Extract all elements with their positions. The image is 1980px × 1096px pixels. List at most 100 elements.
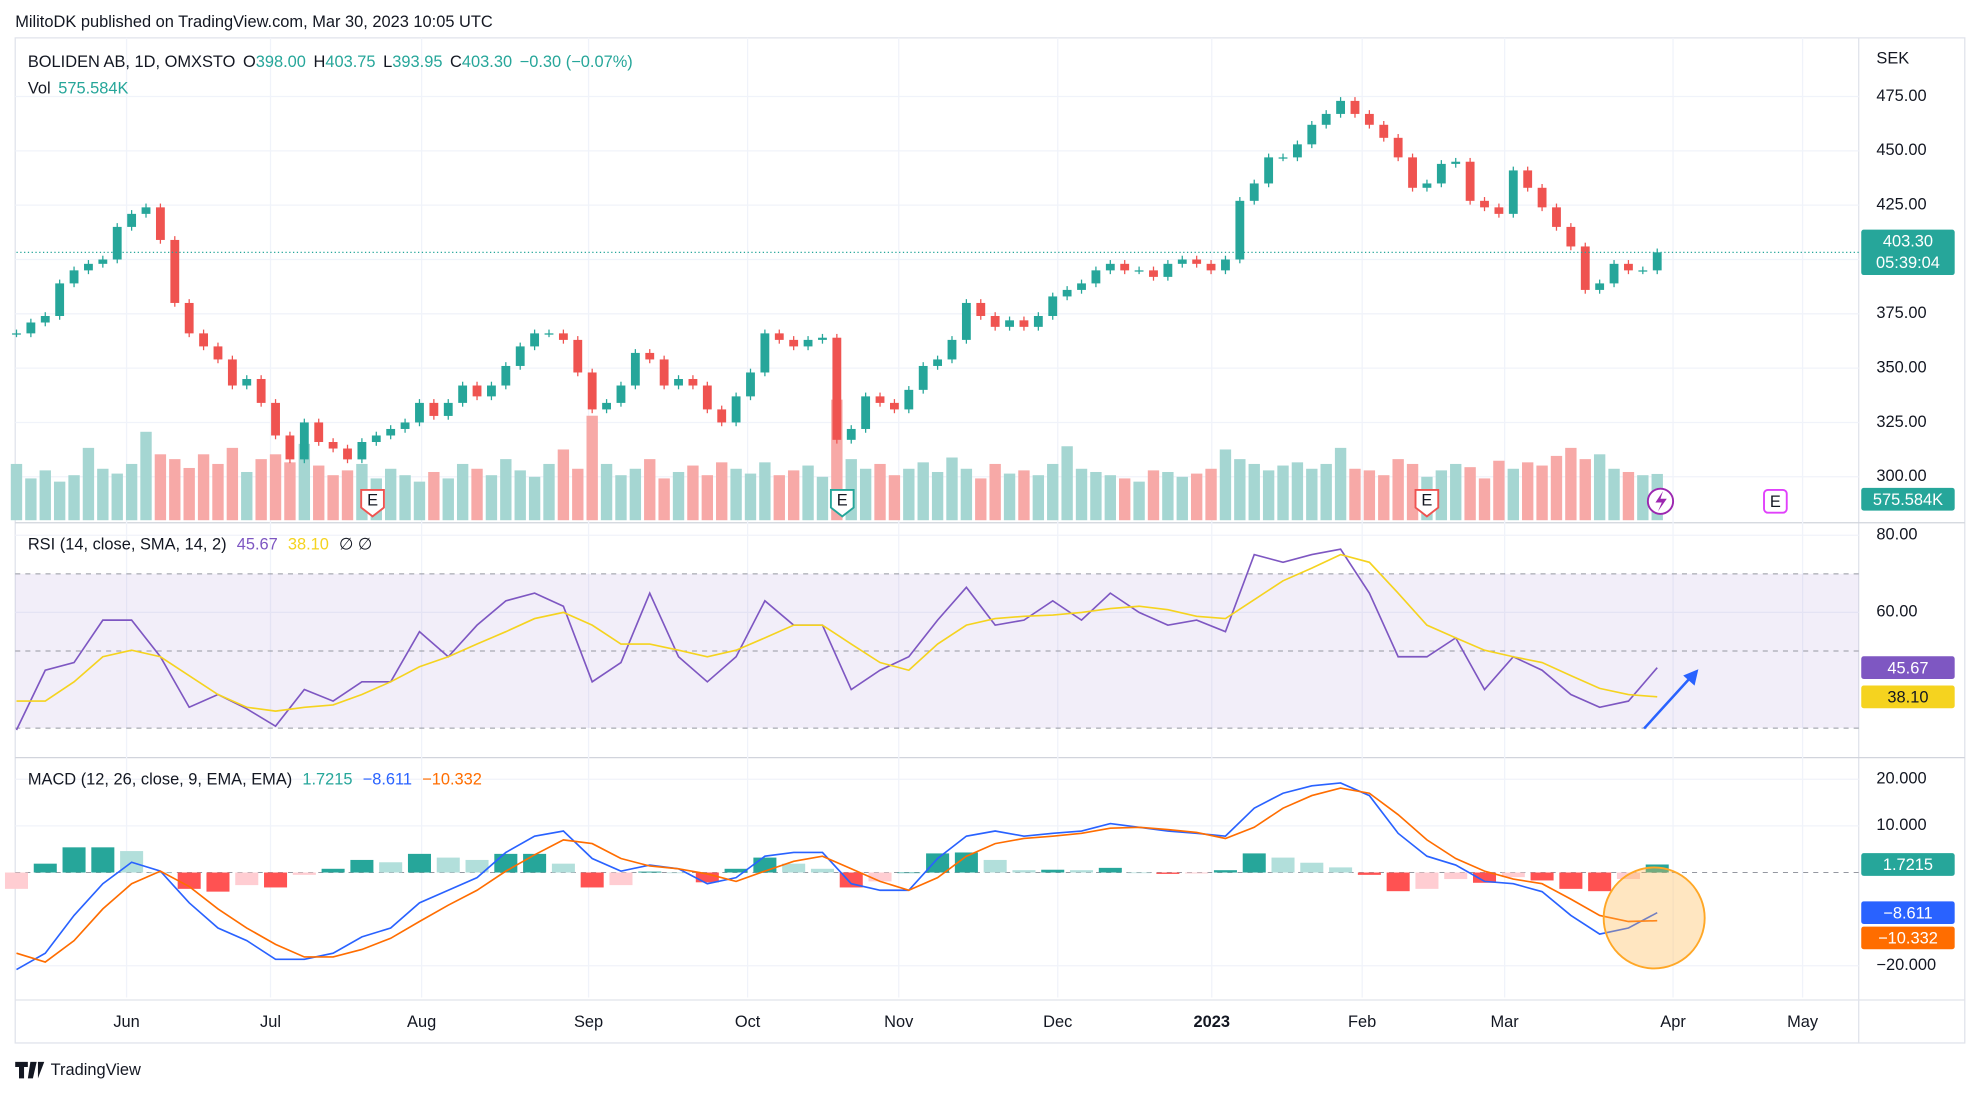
- histogram-bar: [407, 853, 431, 873]
- event-letter: E: [367, 492, 378, 510]
- candle: [1249, 183, 1259, 201]
- indicator-legend: MACD (12, 26, close, 9, EMA, EMA) 1.7215−…: [28, 771, 482, 789]
- volume-bar: [1306, 468, 1318, 521]
- histogram-bar: [983, 859, 1007, 873]
- volume-bar: [53, 481, 66, 521]
- volume-bar: [10, 463, 23, 521]
- histogram-bar: [1559, 872, 1583, 889]
- volume-bar: [1435, 470, 1448, 521]
- volume-bar: [1147, 470, 1160, 521]
- candle: [84, 263, 93, 271]
- symbol: BOLIDEN AB, 1D, OMXSTO: [28, 53, 236, 71]
- histogram-bar: [1530, 872, 1554, 881]
- candle: [472, 385, 482, 397]
- histogram-bar: [1213, 870, 1237, 873]
- candle: [299, 422, 309, 460]
- candle: [1235, 200, 1245, 260]
- candle: [1192, 259, 1202, 264]
- chart-frame: [14, 37, 1966, 1044]
- candle: [1163, 263, 1173, 277]
- volume-bar: [816, 476, 829, 521]
- candle: [1048, 296, 1058, 316]
- volume-bar: [1277, 465, 1289, 521]
- candle: [1019, 320, 1029, 327]
- volume-bar: [1190, 473, 1203, 521]
- candle: [400, 422, 410, 429]
- candle: [242, 378, 252, 386]
- event-letter: E: [1421, 492, 1432, 510]
- candle: [1062, 289, 1072, 297]
- candle: [1350, 100, 1360, 114]
- volume-bar: [960, 468, 973, 521]
- candle: [702, 385, 712, 410]
- value-box: [1861, 656, 1955, 680]
- volume-bar: [154, 454, 167, 521]
- histogram-bar: [667, 872, 691, 874]
- histogram-bar: [1070, 870, 1094, 873]
- histogram-bar: [1329, 867, 1353, 873]
- dividend-marker[interactable]: [1646, 487, 1675, 515]
- candle: [1451, 161, 1461, 164]
- volume-bar: [1176, 476, 1188, 521]
- candle: [717, 409, 727, 423]
- volume-bar: [1320, 463, 1332, 521]
- y-tick-label: 425.00: [1876, 196, 1926, 214]
- histogram-bar: [1444, 872, 1468, 880]
- volume-bar: [1334, 447, 1347, 521]
- histogram-bar: [264, 872, 288, 888]
- candle: [155, 207, 165, 240]
- candle: [40, 315, 50, 323]
- volume-bar: [1493, 460, 1505, 521]
- candle: [271, 402, 280, 436]
- volume-bar: [787, 470, 800, 521]
- volume-bar: [831, 399, 843, 521]
- candle: [184, 302, 194, 334]
- volume-bar: [759, 462, 771, 521]
- event-marker[interactable]: E: [360, 488, 385, 518]
- histogram-bar: [1012, 870, 1036, 873]
- candle: [803, 339, 813, 347]
- volume-bar: [25, 478, 37, 521]
- volume-bar: [514, 470, 526, 521]
- candle: [1091, 270, 1101, 284]
- candle: [501, 365, 511, 386]
- histogram-bar: [1501, 872, 1525, 878]
- candle: [630, 352, 640, 386]
- histogram-bar: [321, 868, 345, 873]
- candle: [976, 302, 986, 316]
- volume-bar: [1075, 468, 1088, 521]
- candle: [1379, 124, 1389, 138]
- volume-bar: [1234, 459, 1246, 521]
- candle: [789, 339, 799, 347]
- ohlc-label: O: [243, 53, 256, 71]
- histogram-bar: [638, 871, 662, 873]
- event-marker[interactable]: E: [829, 488, 855, 518]
- volume-bar: [500, 459, 512, 521]
- volume-bar: [241, 471, 253, 521]
- value-box: [1861, 685, 1955, 709]
- volume-bar: [1536, 465, 1548, 521]
- candle: [659, 359, 669, 386]
- volume-bar: [39, 470, 51, 521]
- histogram-bar: [609, 872, 633, 886]
- volume-bar: [1219, 449, 1232, 521]
- histogram-bar: [810, 868, 834, 873]
- volume-bar: [1090, 471, 1102, 521]
- x-tick-label: Mar: [1491, 1013, 1520, 1031]
- ohlc-value: 398.00: [256, 53, 306, 71]
- x-tick-label: Sep: [574, 1013, 603, 1031]
- event-marker[interactable]: E: [1763, 488, 1788, 514]
- event-marker[interactable]: E: [1414, 488, 1440, 518]
- histogram-bar: [1041, 869, 1065, 873]
- histogram-bar: [926, 853, 950, 873]
- candle: [1566, 226, 1576, 247]
- candle: [1508, 170, 1518, 214]
- volume-bar: [629, 468, 642, 521]
- volume-bar: [97, 468, 109, 521]
- value-box: [1861, 926, 1955, 950]
- candle: [1134, 270, 1144, 272]
- candle: [343, 448, 352, 460]
- candle: [530, 333, 540, 347]
- volume-bar: [931, 471, 944, 521]
- candle: [1480, 200, 1489, 208]
